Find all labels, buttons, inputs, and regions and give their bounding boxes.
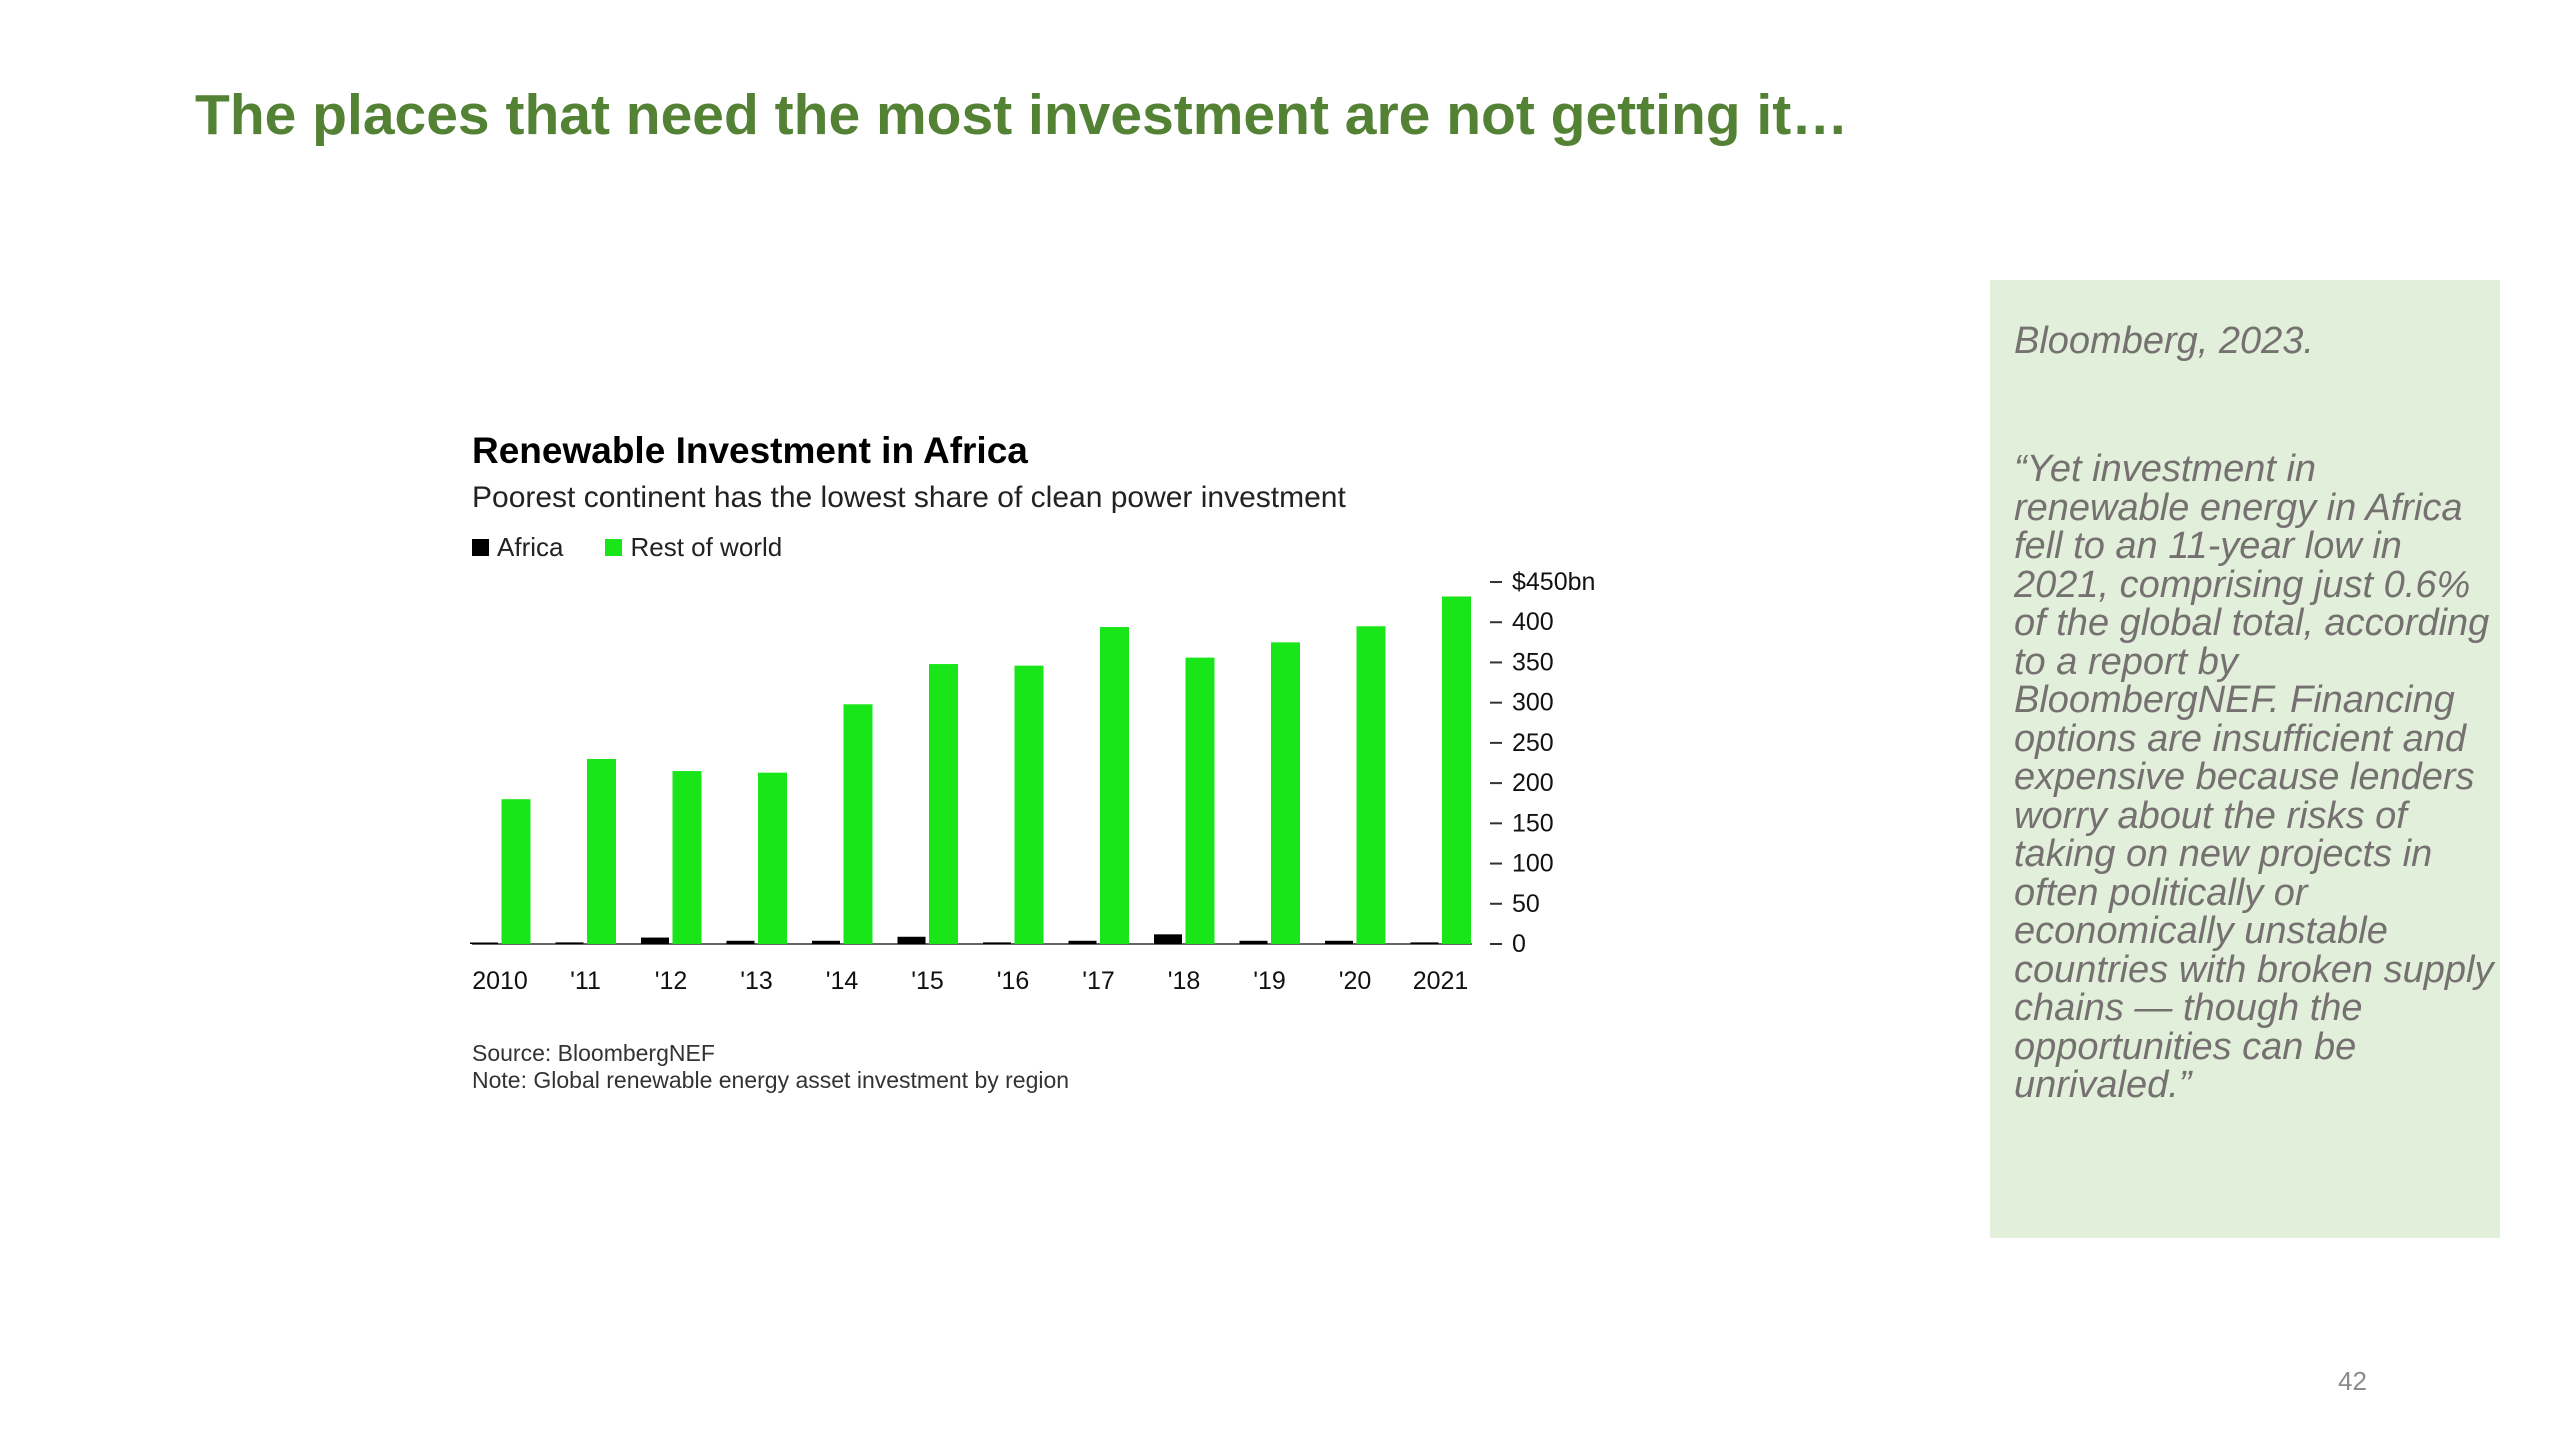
y-tick-label-7: 100 [1512, 850, 1554, 878]
x-tick-label-3: '13 [740, 967, 773, 995]
chart-note: Note: Global renewable energy asset inve… [472, 1067, 1070, 1093]
x-tick-label-7: '17 [1082, 967, 1115, 995]
x-tick-label-1: '11 [570, 967, 601, 995]
y-tick-label-5: 200 [1512, 769, 1554, 797]
x-tick-label-11: 2021 [1413, 967, 1469, 995]
bar-africa-4 [812, 940, 840, 944]
bar-africa-9 [1239, 940, 1268, 944]
quote-text: “Yet investment in renewable energy in A… [2014, 448, 2494, 1106]
x-tick-label-9: '19 [1253, 967, 1286, 995]
bar-africa-1 [555, 942, 584, 944]
x-tick-label-6: '16 [997, 967, 1030, 995]
bar-africa-5 [897, 936, 926, 944]
y-tick-label-6: 150 [1512, 809, 1554, 837]
bar-africa-7 [1068, 940, 1097, 944]
legend-swatch-rest-of-world [605, 538, 623, 556]
y-tick-label-9: 0 [1512, 930, 1526, 958]
bar-rest-of-world-5 [929, 664, 958, 944]
x-tick-label-4: '14 [826, 967, 859, 995]
bar-rest-of-world-9 [1271, 642, 1300, 944]
bar-africa-0 [470, 942, 498, 944]
legend-label-rest-of-world: Rest of world [630, 531, 783, 562]
y-tick-label-4: 250 [1512, 729, 1554, 757]
bar-rest-of-world-6 [1014, 665, 1044, 944]
bar-rest-of-world-2 [672, 771, 702, 944]
legend-item-rest-of-world: Rest of world [605, 532, 782, 563]
bar-africa-6 [983, 942, 1011, 944]
bar-africa-11 [1410, 942, 1439, 944]
bar-africa-2 [641, 937, 669, 944]
y-tick-label-3: 300 [1512, 689, 1554, 717]
page-number: 42 [2338, 1366, 2367, 1396]
y-tick-label-2: 350 [1512, 648, 1554, 676]
chart-subtitle: Poorest continent has the lowest share o… [472, 481, 1346, 514]
quote-citation: Bloomberg, 2023. [2014, 320, 2314, 362]
bar-rest-of-world-3 [758, 772, 787, 944]
bar-rest-of-world-1 [587, 758, 616, 944]
y-tick-label-0: $450bn [1512, 568, 1595, 596]
x-tick-label-2: '12 [655, 967, 688, 995]
legend-item-africa: Africa [472, 532, 563, 563]
x-tick-label-0: 2010 [472, 967, 528, 995]
bar-rest-of-world-0 [501, 799, 531, 944]
chart-source: Source: BloombergNEF [472, 1040, 715, 1066]
x-tick-label-10: '20 [1339, 967, 1372, 995]
bar-africa-3 [726, 940, 755, 944]
x-tick-label-5: '15 [911, 967, 944, 995]
bar-africa-8 [1154, 934, 1182, 944]
legend-swatch-africa [472, 538, 489, 556]
bar-rest-of-world-10 [1356, 626, 1386, 944]
y-tick-label-1: 400 [1512, 608, 1554, 636]
bar-chart: 2010 '11 '12 '13 '14 '15 '16 '17 '18 '19 '20 2021 $4… [470, 568, 1595, 995]
chart-title: Renewable Investment in Africa [472, 430, 1028, 471]
quote-panel: Bloomberg, 2023. “Yet investment in rene… [1990, 280, 2500, 1238]
bar-rest-of-world-8 [1185, 657, 1215, 944]
bar-africa-10 [1325, 940, 1353, 944]
x-tick-label-8: '18 [1168, 967, 1201, 995]
slide-title: The places that need the most investment… [195, 83, 1849, 147]
bar-rest-of-world-11 [1442, 596, 1471, 944]
chart-source-note: Source: BloombergNEF Note: Global renewa… [472, 1040, 1069, 1094]
bar-rest-of-world-4 [843, 704, 873, 944]
y-tick-label-8: 50 [1512, 890, 1540, 918]
chart-legend: Africa Rest of world [472, 530, 824, 564]
bar-rest-of-world-7 [1100, 627, 1129, 944]
legend-label-africa: Africa [497, 531, 564, 562]
